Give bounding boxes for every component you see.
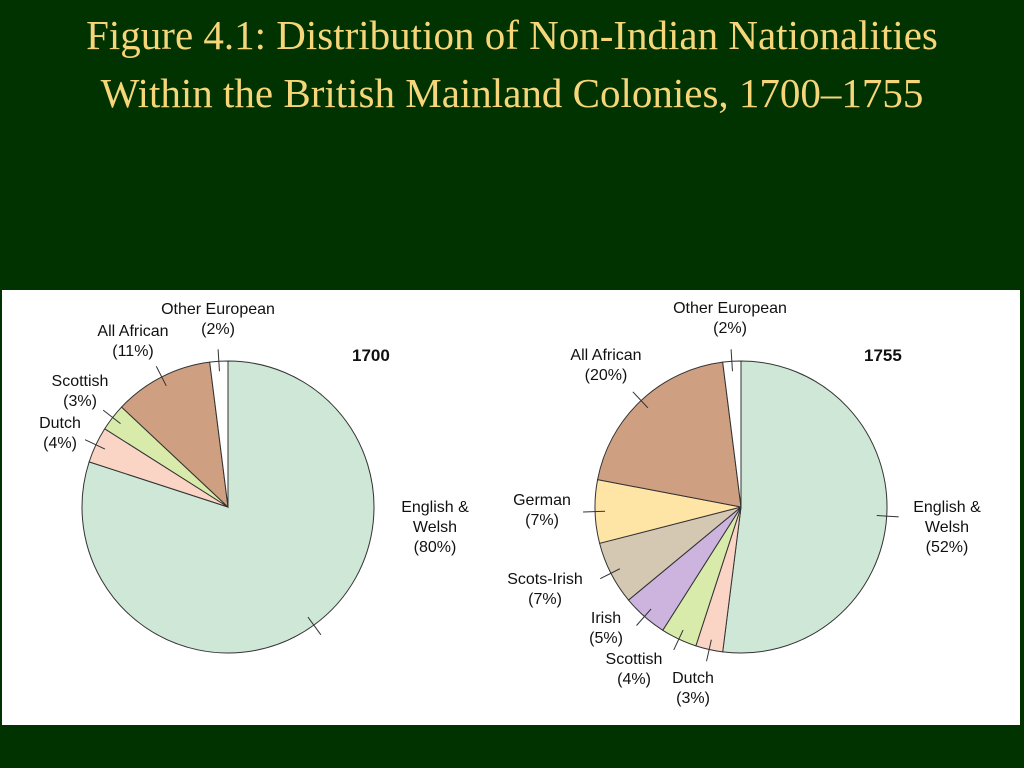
slice-name: Scots-Irish: [507, 571, 583, 588]
slice-value-label: (5%): [589, 630, 623, 647]
slice-label: Dutch (4%): [0, 414, 140, 454]
slice-name: English & Welsh: [401, 499, 469, 536]
slice-label: Scots-Irish (7%): [465, 570, 625, 610]
slice-value-label: (7%): [525, 512, 559, 529]
slice-name: All African: [570, 347, 642, 364]
slice-label: All African (20%): [526, 346, 686, 386]
pie-title: 1755: [864, 346, 902, 365]
slice-value-label: (4%): [43, 435, 77, 452]
slice-name: Dutch: [39, 415, 81, 432]
slice-label: Irish (5%): [526, 609, 686, 649]
slide-title: Figure 4.1: Distribution of Non-Indian N…: [86, 12, 938, 116]
slice-value-label: (2%): [713, 320, 747, 337]
pie-slice: [722, 360, 888, 654]
slice-name: Scottish: [51, 373, 109, 390]
leader-line: [307, 616, 322, 636]
slice-value-label: (20%): [584, 367, 628, 384]
pie-title: 1700: [352, 346, 390, 365]
slice-label: English & Welsh (80%): [390, 498, 480, 558]
slice-label: Other European (2%): [650, 299, 810, 339]
leader-line: [583, 510, 606, 513]
leader-line: [632, 391, 649, 409]
leader-line: [84, 439, 106, 450]
slice-value-label: (52%): [925, 539, 969, 556]
leader-line: [217, 349, 220, 372]
slice-name: Other European: [161, 301, 275, 318]
slice-label: Scottish (3%): [0, 372, 160, 412]
slice-label: Dutch (3%): [613, 669, 773, 709]
slice-value-label: (3%): [676, 690, 710, 707]
slice-value-label: (4%): [617, 671, 651, 688]
slice-name: Dutch: [672, 670, 714, 687]
leader-line: [636, 608, 652, 626]
slice-name: Irish: [590, 610, 622, 627]
slice-name: All African: [97, 323, 169, 340]
leader-line: [730, 349, 733, 372]
slice-name: English & Welsh: [913, 499, 981, 536]
slice-name: German: [513, 492, 571, 509]
slice-label: All African (11%): [53, 322, 213, 362]
leader-line: [706, 639, 712, 662]
leader-line: [102, 409, 121, 425]
leader-line: [155, 365, 167, 387]
slice-label: Scottish (4%): [554, 650, 714, 690]
slice-label: English & Welsh (52%): [902, 498, 992, 558]
leader-line: [876, 515, 899, 518]
slice-name: Other European: [673, 300, 787, 317]
leader-line: [673, 629, 684, 651]
slice-value-label: (2%): [201, 321, 235, 338]
slice-value-label: (11%): [112, 343, 154, 360]
slice-value-label: (3%): [63, 393, 97, 410]
leader-line: [599, 568, 621, 580]
slice-name: Scottish: [605, 651, 663, 668]
slice-value-label: (7%): [528, 591, 562, 608]
slice-label: German (7%): [462, 491, 622, 531]
slice-value-label: (80%): [413, 539, 457, 556]
slice-label: Other European (2%): [138, 300, 298, 340]
